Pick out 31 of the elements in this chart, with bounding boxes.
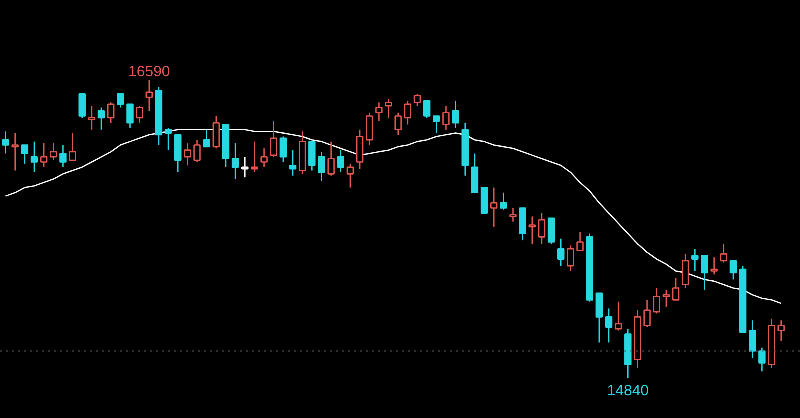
- candlestick: [232, 142, 240, 180]
- candlestick: [146, 80, 154, 112]
- candlestick: [558, 238, 565, 267]
- candlestick: [462, 122, 469, 177]
- candlestick: [337, 150, 345, 174]
- candlestick: [528, 216, 536, 245]
- candlestick: [88, 105, 96, 131]
- candlestick: [251, 141, 258, 174]
- candlestick: [442, 105, 450, 131]
- candlestick: [30, 141, 38, 174]
- candlestick: [778, 320, 785, 342]
- candlestick: [749, 320, 756, 359]
- candlestick: [624, 328, 632, 380]
- candlestick: [510, 208, 517, 222]
- candlestick: [452, 100, 460, 129]
- candlestick: [692, 248, 699, 272]
- candlestick: [242, 156, 249, 178]
- candlestick: [260, 148, 268, 168]
- candlestick: [490, 187, 498, 228]
- candlestick: [194, 139, 201, 163]
- candlestick: [376, 102, 383, 122]
- candlestick: [12, 132, 19, 172]
- candlestick: [60, 144, 67, 168]
- candlestick: [634, 310, 642, 369]
- annotation: 16590: [128, 64, 170, 81]
- candlestick: [768, 318, 776, 369]
- candlestick: [184, 142, 192, 166]
- candlestick: [318, 151, 326, 182]
- candlestick: [2, 130, 10, 154]
- candlestick: [653, 288, 660, 314]
- annotation: 14840: [607, 382, 650, 400]
